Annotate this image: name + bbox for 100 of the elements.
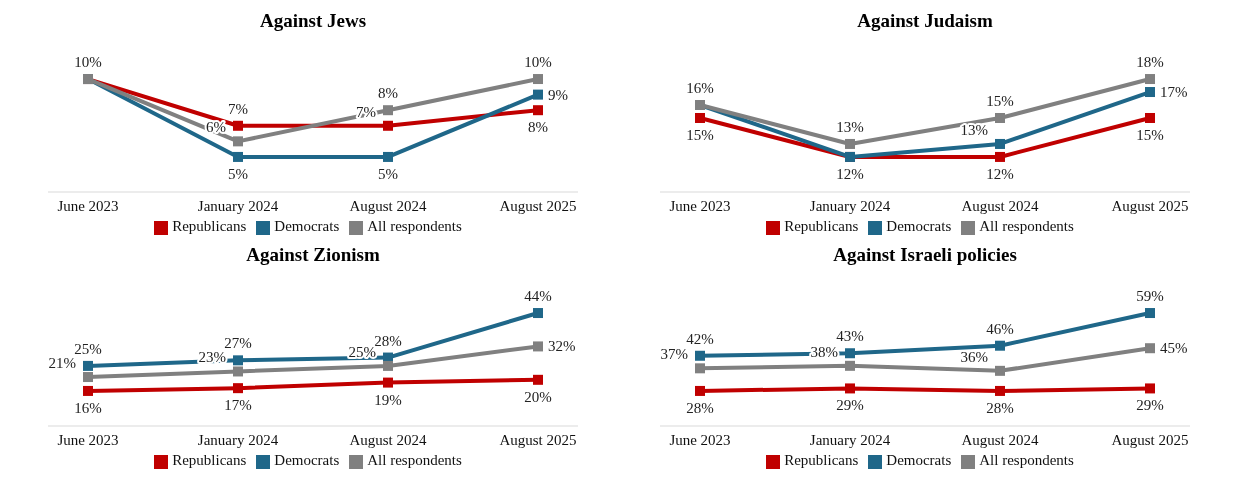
point: [83, 360, 93, 371]
data-label: 25%: [74, 340, 102, 357]
data-label: 15%: [1136, 126, 1164, 143]
data-label: 44%: [524, 288, 552, 305]
point: [533, 74, 543, 85]
x-tick-label: August 2025: [499, 431, 577, 448]
legend-label: Democrats: [886, 218, 952, 234]
x-tick-label: August 2024: [961, 431, 1040, 448]
data-label: 10%: [524, 54, 552, 71]
data-label: 32%: [548, 338, 576, 355]
point: [695, 363, 705, 374]
data-label: 21%: [48, 355, 76, 372]
data-label: 59%: [1136, 288, 1164, 305]
point: [995, 340, 1005, 351]
chart-title: Against Israeli policies: [832, 243, 1018, 267]
point: [533, 308, 543, 319]
point: [383, 105, 393, 116]
data-label: 18%: [1136, 54, 1164, 71]
point: [845, 383, 855, 394]
legend-label: Democrats: [274, 452, 340, 468]
point: [995, 138, 1005, 149]
point: [83, 372, 93, 383]
point: [233, 355, 243, 366]
data-label: 29%: [836, 397, 864, 414]
legend-label: All respondents: [367, 218, 462, 234]
data-label: 16%: [74, 399, 102, 416]
point: [845, 138, 855, 149]
point: [695, 350, 705, 361]
data-label: 28%: [986, 399, 1014, 416]
legend-label: All respondents: [979, 218, 1074, 234]
data-label: 29%: [1136, 397, 1164, 414]
data-label: 15%: [686, 126, 714, 143]
point: [995, 112, 1005, 123]
data-label: 25%: [348, 343, 376, 360]
data-label: 13%: [836, 118, 864, 135]
data-label: 16%: [686, 80, 714, 96]
data-label: 13%: [960, 121, 988, 138]
legend-label: Republicans: [784, 452, 859, 468]
point: [533, 105, 543, 116]
x-tick-label: June 2023: [57, 431, 119, 448]
data-label: 28%: [686, 399, 714, 416]
point: [1145, 308, 1155, 319]
data-label: 37%: [660, 346, 688, 363]
chart-title: Against Judaism: [856, 9, 994, 33]
point: [1145, 383, 1155, 394]
point: [1145, 343, 1155, 354]
x-tick-label: June 2023: [669, 197, 731, 214]
legend-label: Democrats: [886, 452, 952, 468]
point: [233, 383, 243, 394]
x-tick-label: August 2025: [499, 197, 577, 214]
legend-label: All respondents: [367, 452, 462, 468]
legend-label: All respondents: [979, 452, 1074, 468]
point: [233, 136, 243, 147]
point: [1145, 112, 1155, 123]
data-label: 17%: [1160, 84, 1188, 101]
point: [83, 385, 93, 396]
point: [1145, 87, 1155, 98]
point: [995, 151, 1005, 162]
point: [383, 377, 393, 388]
data-label: 38%: [810, 343, 838, 360]
data-label: 43%: [836, 328, 864, 345]
point: [533, 341, 543, 352]
x-tick-label: August 2024: [349, 431, 428, 448]
data-label: 42%: [686, 330, 714, 347]
x-tick-label: June 2023: [669, 431, 731, 448]
point: [995, 365, 1005, 376]
legend-label: Republicans: [172, 218, 247, 234]
point: [695, 112, 705, 123]
point: [995, 385, 1005, 396]
point: [845, 348, 855, 359]
data-label: 46%: [986, 320, 1014, 337]
data-label: 17%: [224, 397, 252, 414]
data-label: 27%: [224, 335, 252, 352]
point: [533, 89, 543, 100]
data-label: 28%: [374, 332, 402, 349]
point: [533, 374, 543, 385]
x-tick-label: August 2024: [349, 197, 428, 214]
data-label: 9%: [548, 86, 568, 103]
point: [695, 385, 705, 396]
data-label: 8%: [528, 119, 548, 136]
x-tick-label: June 2023: [57, 197, 119, 214]
point: [233, 366, 243, 377]
point: [383, 360, 393, 371]
data-label: 12%: [986, 165, 1014, 182]
point: [1145, 74, 1155, 85]
x-tick-label: January 2024: [197, 197, 279, 214]
legend-label: Republicans: [784, 218, 859, 234]
data-label: 12%: [836, 165, 864, 182]
legend-label: Republicans: [172, 452, 247, 468]
point: [383, 151, 393, 162]
x-tick-label: January 2024: [197, 431, 279, 448]
chart-title: Against Jews: [258, 9, 368, 33]
x-tick-label: August 2024: [961, 197, 1040, 214]
point: [383, 120, 393, 131]
chart-title: Against Zionism: [245, 243, 381, 267]
x-tick-label: January 2024: [809, 197, 891, 214]
data-label: 19%: [374, 391, 402, 408]
data-label: 5%: [228, 165, 248, 182]
data-label: 15%: [986, 92, 1014, 109]
data-label: 10%: [74, 54, 102, 71]
